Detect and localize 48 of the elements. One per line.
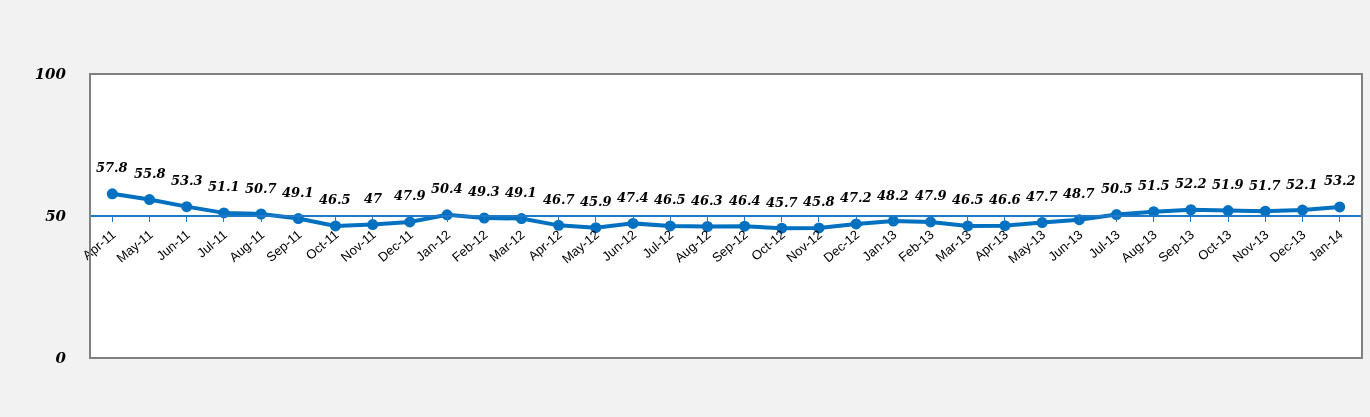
data-label: 47 bbox=[364, 191, 383, 206]
data-label: 48.7 bbox=[1063, 186, 1095, 201]
data-label: 50.5 bbox=[1101, 181, 1133, 196]
y-tick-label: 0 bbox=[55, 349, 67, 368]
data-label: 46.5 bbox=[319, 192, 351, 207]
data-label: 46.5 bbox=[654, 192, 686, 207]
data-label: 50.7 bbox=[245, 181, 277, 196]
data-label: 53.2 bbox=[1324, 173, 1356, 188]
y-tick-label: 100 bbox=[34, 65, 67, 84]
point bbox=[144, 194, 156, 206]
data-label: 45.8 bbox=[803, 194, 835, 209]
data-label: 45.9 bbox=[580, 194, 612, 209]
data-label: 50.4 bbox=[431, 181, 463, 196]
data-label: 49.1 bbox=[282, 185, 314, 200]
data-label: 52.1 bbox=[1286, 177, 1318, 192]
data-label: 51.9 bbox=[1212, 177, 1244, 192]
data-label: 47.9 bbox=[915, 188, 947, 203]
point bbox=[1185, 204, 1197, 216]
data-label: 46.6 bbox=[989, 192, 1021, 207]
data-label: 51.5 bbox=[1138, 178, 1170, 193]
data-label: 47.9 bbox=[394, 188, 426, 203]
data-label: 51.1 bbox=[208, 179, 240, 194]
data-label: 49.1 bbox=[505, 185, 537, 200]
data-label: 46.4 bbox=[729, 193, 761, 208]
point bbox=[1334, 201, 1346, 213]
data-label: 47.7 bbox=[1026, 189, 1058, 204]
point bbox=[553, 219, 565, 231]
data-label: 46.3 bbox=[691, 193, 723, 208]
data-label: 51.7 bbox=[1249, 178, 1281, 193]
point bbox=[367, 219, 379, 231]
point bbox=[850, 218, 862, 230]
point bbox=[181, 201, 193, 213]
point bbox=[1296, 204, 1308, 216]
data-label: 48.2 bbox=[877, 188, 909, 203]
data-label: 52.2 bbox=[1175, 176, 1207, 191]
data-label: 45.7 bbox=[766, 195, 798, 210]
point bbox=[329, 220, 341, 232]
data-label: 46.5 bbox=[952, 192, 984, 207]
data-label: 46.7 bbox=[543, 192, 575, 207]
point bbox=[106, 188, 118, 200]
data-label: 57.8 bbox=[96, 160, 128, 175]
point bbox=[925, 216, 937, 228]
data-label: 47.2 bbox=[840, 190, 872, 205]
data-label: 49.3 bbox=[468, 184, 500, 199]
y-tick-label: 50 bbox=[45, 207, 67, 226]
data-label: 53.3 bbox=[171, 173, 203, 188]
data-label: 55.8 bbox=[134, 166, 166, 181]
data-label: 47.4 bbox=[617, 190, 649, 205]
